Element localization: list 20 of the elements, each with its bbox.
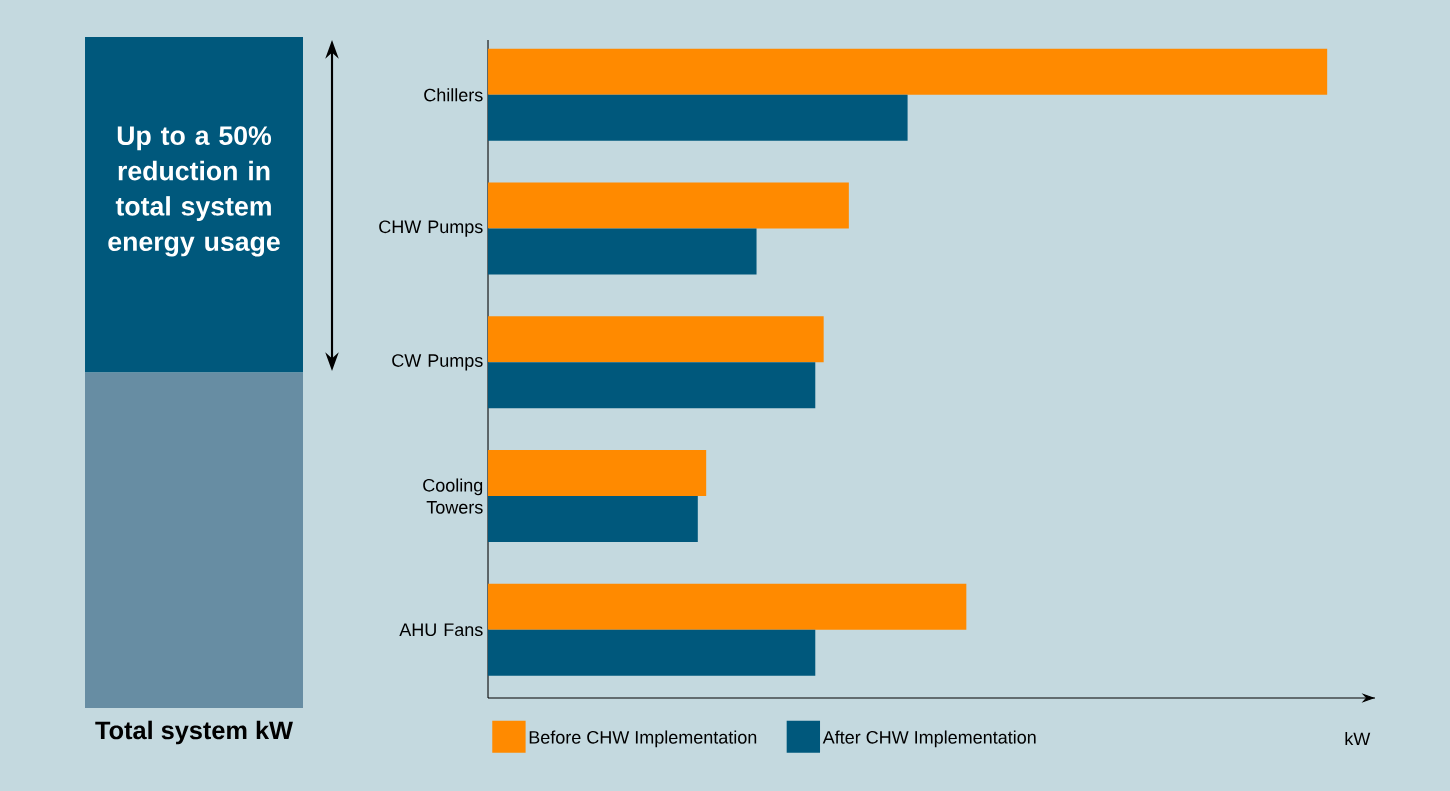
y-tick-label: Cooling Towers bbox=[423, 478, 483, 514]
bar bbox=[488, 583, 967, 630]
bar bbox=[488, 94, 908, 141]
bar bbox=[488, 496, 698, 543]
bar bbox=[488, 182, 849, 229]
bar bbox=[488, 450, 707, 497]
y-tick-label: Chillers bbox=[424, 88, 483, 102]
annotation: Up to a 50% reduction in total system energy usage bbox=[108, 126, 280, 257]
bar bbox=[488, 48, 1328, 95]
legend-label: After CHW Implementation bbox=[822, 730, 1036, 748]
x-axis-title: kW bbox=[1345, 732, 1371, 746]
y-tick-label: CW Pumps bbox=[392, 354, 483, 371]
y-tick-label: AHU Fans bbox=[399, 623, 483, 637]
bar bbox=[488, 228, 757, 275]
bar bbox=[488, 316, 824, 363]
bar bbox=[488, 362, 816, 409]
y-tick-label: CHW Pumps bbox=[379, 220, 483, 237]
x-axis-title: Total system kW bbox=[95, 720, 293, 745]
legend-label: Before CHW Implementation bbox=[529, 730, 757, 748]
bar bbox=[488, 629, 816, 676]
